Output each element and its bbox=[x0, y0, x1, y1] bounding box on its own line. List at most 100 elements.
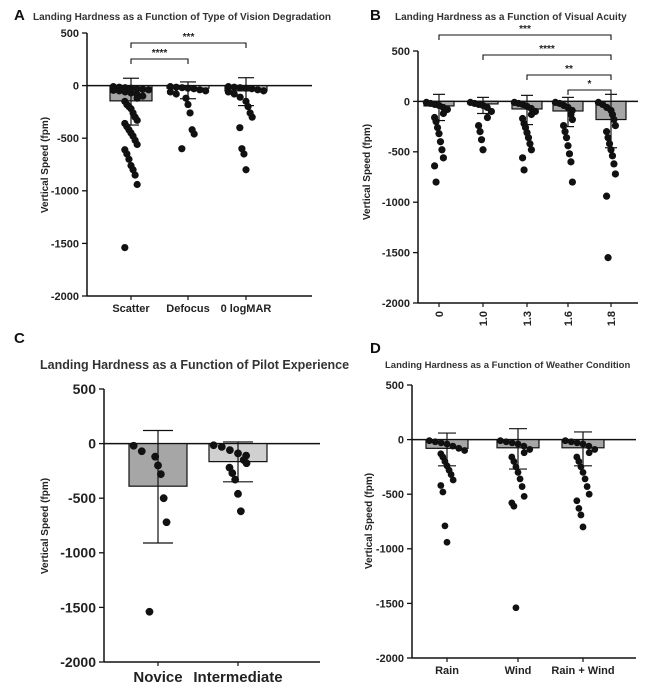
data-point bbox=[231, 475, 240, 484]
data-point bbox=[573, 497, 581, 505]
data-point bbox=[242, 84, 250, 92]
data-point bbox=[178, 84, 186, 92]
data-point bbox=[474, 121, 483, 130]
data-point bbox=[502, 438, 510, 446]
data-point bbox=[438, 146, 446, 154]
data-point bbox=[127, 89, 135, 97]
data-point bbox=[236, 84, 244, 92]
data-point bbox=[577, 463, 585, 471]
significance-label: *** bbox=[519, 24, 531, 35]
data-point bbox=[172, 83, 180, 91]
data-point bbox=[129, 441, 138, 450]
y-tick-label: -500 bbox=[388, 147, 410, 159]
panel-a: A Landing Hardness as a Function of Type … bbox=[14, 7, 331, 315]
data-point bbox=[432, 117, 440, 126]
y-axis-label: Vertical Speed (fpm) bbox=[40, 478, 51, 574]
y-axis-label: Vertical Speed (fpm) bbox=[362, 124, 373, 220]
data-point bbox=[224, 83, 232, 91]
data-point bbox=[516, 475, 524, 483]
data-point bbox=[217, 442, 226, 451]
x-tick-label: 1.6 bbox=[563, 311, 575, 326]
panel-label: C bbox=[14, 330, 25, 347]
data-point bbox=[559, 121, 568, 130]
data-point bbox=[567, 158, 575, 166]
data-point bbox=[184, 100, 192, 109]
x-tick-label: Intermediate bbox=[193, 669, 282, 686]
data-point bbox=[591, 446, 599, 453]
data-point bbox=[109, 86, 117, 94]
data-point bbox=[178, 145, 186, 153]
y-tick-label: -500 bbox=[382, 489, 404, 501]
significance-label: **** bbox=[152, 48, 168, 59]
data-point bbox=[602, 192, 611, 200]
data-point bbox=[244, 103, 252, 111]
data-point bbox=[527, 146, 536, 154]
significance-bracket bbox=[482, 54, 612, 60]
data-point bbox=[133, 180, 141, 189]
data-point bbox=[230, 90, 238, 98]
significance-bracket bbox=[438, 34, 612, 40]
data-point bbox=[225, 446, 234, 455]
data-point bbox=[196, 86, 204, 94]
data-point bbox=[202, 87, 210, 95]
data-point bbox=[236, 93, 244, 101]
significance-bracket bbox=[130, 58, 189, 64]
data-point bbox=[139, 92, 147, 100]
data-point bbox=[479, 146, 487, 154]
data-point bbox=[585, 449, 593, 457]
data-point bbox=[186, 109, 194, 117]
data-point bbox=[585, 490, 593, 498]
data-point bbox=[432, 178, 440, 186]
data-point bbox=[449, 476, 457, 484]
data-point bbox=[242, 459, 251, 468]
data-point bbox=[436, 138, 445, 146]
data-point bbox=[518, 483, 526, 490]
data-point bbox=[121, 244, 129, 252]
y-tick-label: 500 bbox=[392, 46, 410, 58]
data-point bbox=[510, 458, 518, 465]
y-tick-label: 0 bbox=[88, 436, 96, 452]
data-point bbox=[514, 468, 522, 476]
significance-label: *** bbox=[183, 32, 195, 43]
panel-label: B bbox=[370, 7, 381, 24]
y-tick-label: 500 bbox=[73, 381, 97, 397]
y-tick-label: -1000 bbox=[376, 544, 404, 556]
significance-bracket bbox=[567, 89, 612, 95]
data-point bbox=[443, 440, 451, 448]
x-tick-label: 1.3 bbox=[522, 311, 534, 326]
data-point bbox=[209, 441, 218, 450]
data-point bbox=[190, 85, 198, 93]
y-tick-label: -2000 bbox=[376, 653, 404, 665]
data-point bbox=[156, 470, 165, 479]
y-tick-label: -1000 bbox=[60, 545, 96, 561]
y-tick-label: 0 bbox=[404, 96, 410, 108]
data-point bbox=[512, 463, 520, 471]
data-point bbox=[520, 166, 528, 174]
data-point bbox=[565, 150, 574, 158]
y-tick-label: -1000 bbox=[382, 197, 410, 209]
data-point bbox=[602, 128, 611, 136]
data-point bbox=[561, 437, 569, 445]
data-point bbox=[133, 94, 141, 102]
data-point bbox=[611, 170, 620, 178]
data-point bbox=[240, 150, 248, 158]
data-point bbox=[562, 134, 571, 142]
data-point bbox=[115, 87, 123, 95]
significance-label: ** bbox=[565, 64, 573, 75]
significance-label: **** bbox=[539, 44, 555, 55]
data-point bbox=[607, 146, 615, 154]
y-tick-label: -2000 bbox=[382, 298, 410, 310]
data-point bbox=[159, 494, 168, 503]
data-point bbox=[583, 483, 591, 490]
x-tick-label: 1.0 bbox=[478, 311, 490, 326]
significance-bracket bbox=[130, 42, 247, 48]
data-point bbox=[437, 439, 445, 447]
data-point bbox=[236, 507, 245, 516]
data-point bbox=[520, 442, 528, 450]
panel-d: D Landing Hardness as a Function of Weath… bbox=[364, 340, 636, 677]
data-point bbox=[190, 130, 198, 138]
data-point bbox=[172, 90, 180, 98]
data-point bbox=[449, 442, 457, 450]
data-point bbox=[604, 254, 612, 262]
data-point bbox=[137, 447, 146, 456]
